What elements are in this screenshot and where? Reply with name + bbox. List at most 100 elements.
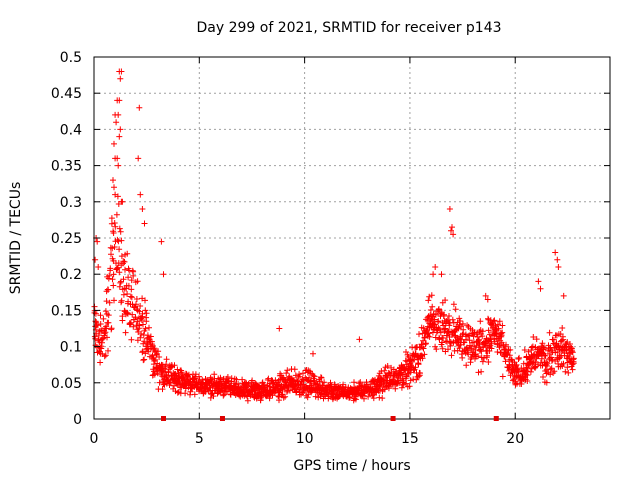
data-point [485,359,492,365]
data-point [543,359,550,366]
data-point [527,368,534,375]
data-point [152,356,159,363]
data-point [351,379,357,386]
data-point [106,272,113,279]
data-point [102,352,109,359]
data-point [103,325,110,332]
data-point [119,317,126,324]
data-point [491,338,498,345]
data-point [146,324,152,331]
data-point [102,329,109,336]
data-point [488,340,495,347]
gap-marker [390,416,396,421]
data-point [558,337,565,344]
data-point [441,311,447,318]
data-point [94,238,101,245]
gap-marker [493,416,499,421]
data-point [476,341,483,348]
data-point [569,366,576,373]
data-point [516,354,523,361]
data-point [97,312,104,319]
data-point [306,374,313,381]
data-point [321,379,328,386]
data-point [139,206,146,212]
data-point [547,366,554,373]
data-point [407,369,414,376]
data-point [446,206,453,212]
data-point [291,366,298,373]
data-point [179,371,186,378]
data-point [476,336,483,343]
data-point [116,133,123,140]
data-point [118,68,125,75]
data-point [439,345,446,352]
data-point [569,361,576,368]
data-point [448,227,454,234]
data-point [97,359,104,366]
data-point [457,318,464,324]
data-point [282,393,289,400]
data-point [122,266,128,273]
data-point [124,291,131,297]
data-point [102,308,109,315]
data-point [95,264,102,270]
data-point [283,388,290,395]
data-point [117,279,124,286]
data-point [385,385,392,392]
data-point [114,265,121,272]
data-point [92,323,99,330]
data-point [570,355,577,362]
data-point [296,371,303,378]
data-point [276,397,282,404]
data-point [297,373,303,380]
data-point [140,357,147,364]
data-point [117,75,124,82]
data-point [559,325,566,331]
data-point [470,333,477,340]
data-point [137,303,144,309]
y-tick-label: 0.45 [51,86,82,102]
data-point [134,278,141,285]
data-point [142,325,149,332]
data-point [435,318,442,325]
data-point [530,334,537,340]
data-point [239,376,246,383]
data-point [427,307,434,313]
y-tick-label: 0.2 [60,267,82,283]
data-point [474,334,481,340]
data-point [111,297,117,304]
data-point [101,353,108,360]
data-point [154,370,161,377]
data-point [103,298,110,305]
data-point [121,258,128,265]
data-point [540,345,547,352]
data-point [105,347,111,354]
data-point [442,297,449,304]
data-point [191,391,198,398]
data-point [115,162,122,169]
data-point [499,373,506,380]
data-point [445,346,451,353]
data-point [111,184,117,191]
y-tick-label: 0.15 [51,303,82,319]
data-point [111,140,117,147]
data-point [133,296,140,302]
data-point [105,319,112,326]
data-point [506,352,513,359]
y-tick-label: 0.25 [51,231,82,247]
data-point [283,370,290,377]
data-point [475,353,482,360]
data-point [546,329,553,336]
data-point [524,378,531,384]
data-point [533,336,540,343]
data-point [101,330,108,337]
data-point [482,292,489,299]
data-point [499,322,506,329]
data-point [484,296,491,303]
data-point [174,366,181,373]
x-tick-labels: 0 5 10 15 20 [90,431,525,447]
data-point [551,368,558,375]
data-point [153,350,160,357]
